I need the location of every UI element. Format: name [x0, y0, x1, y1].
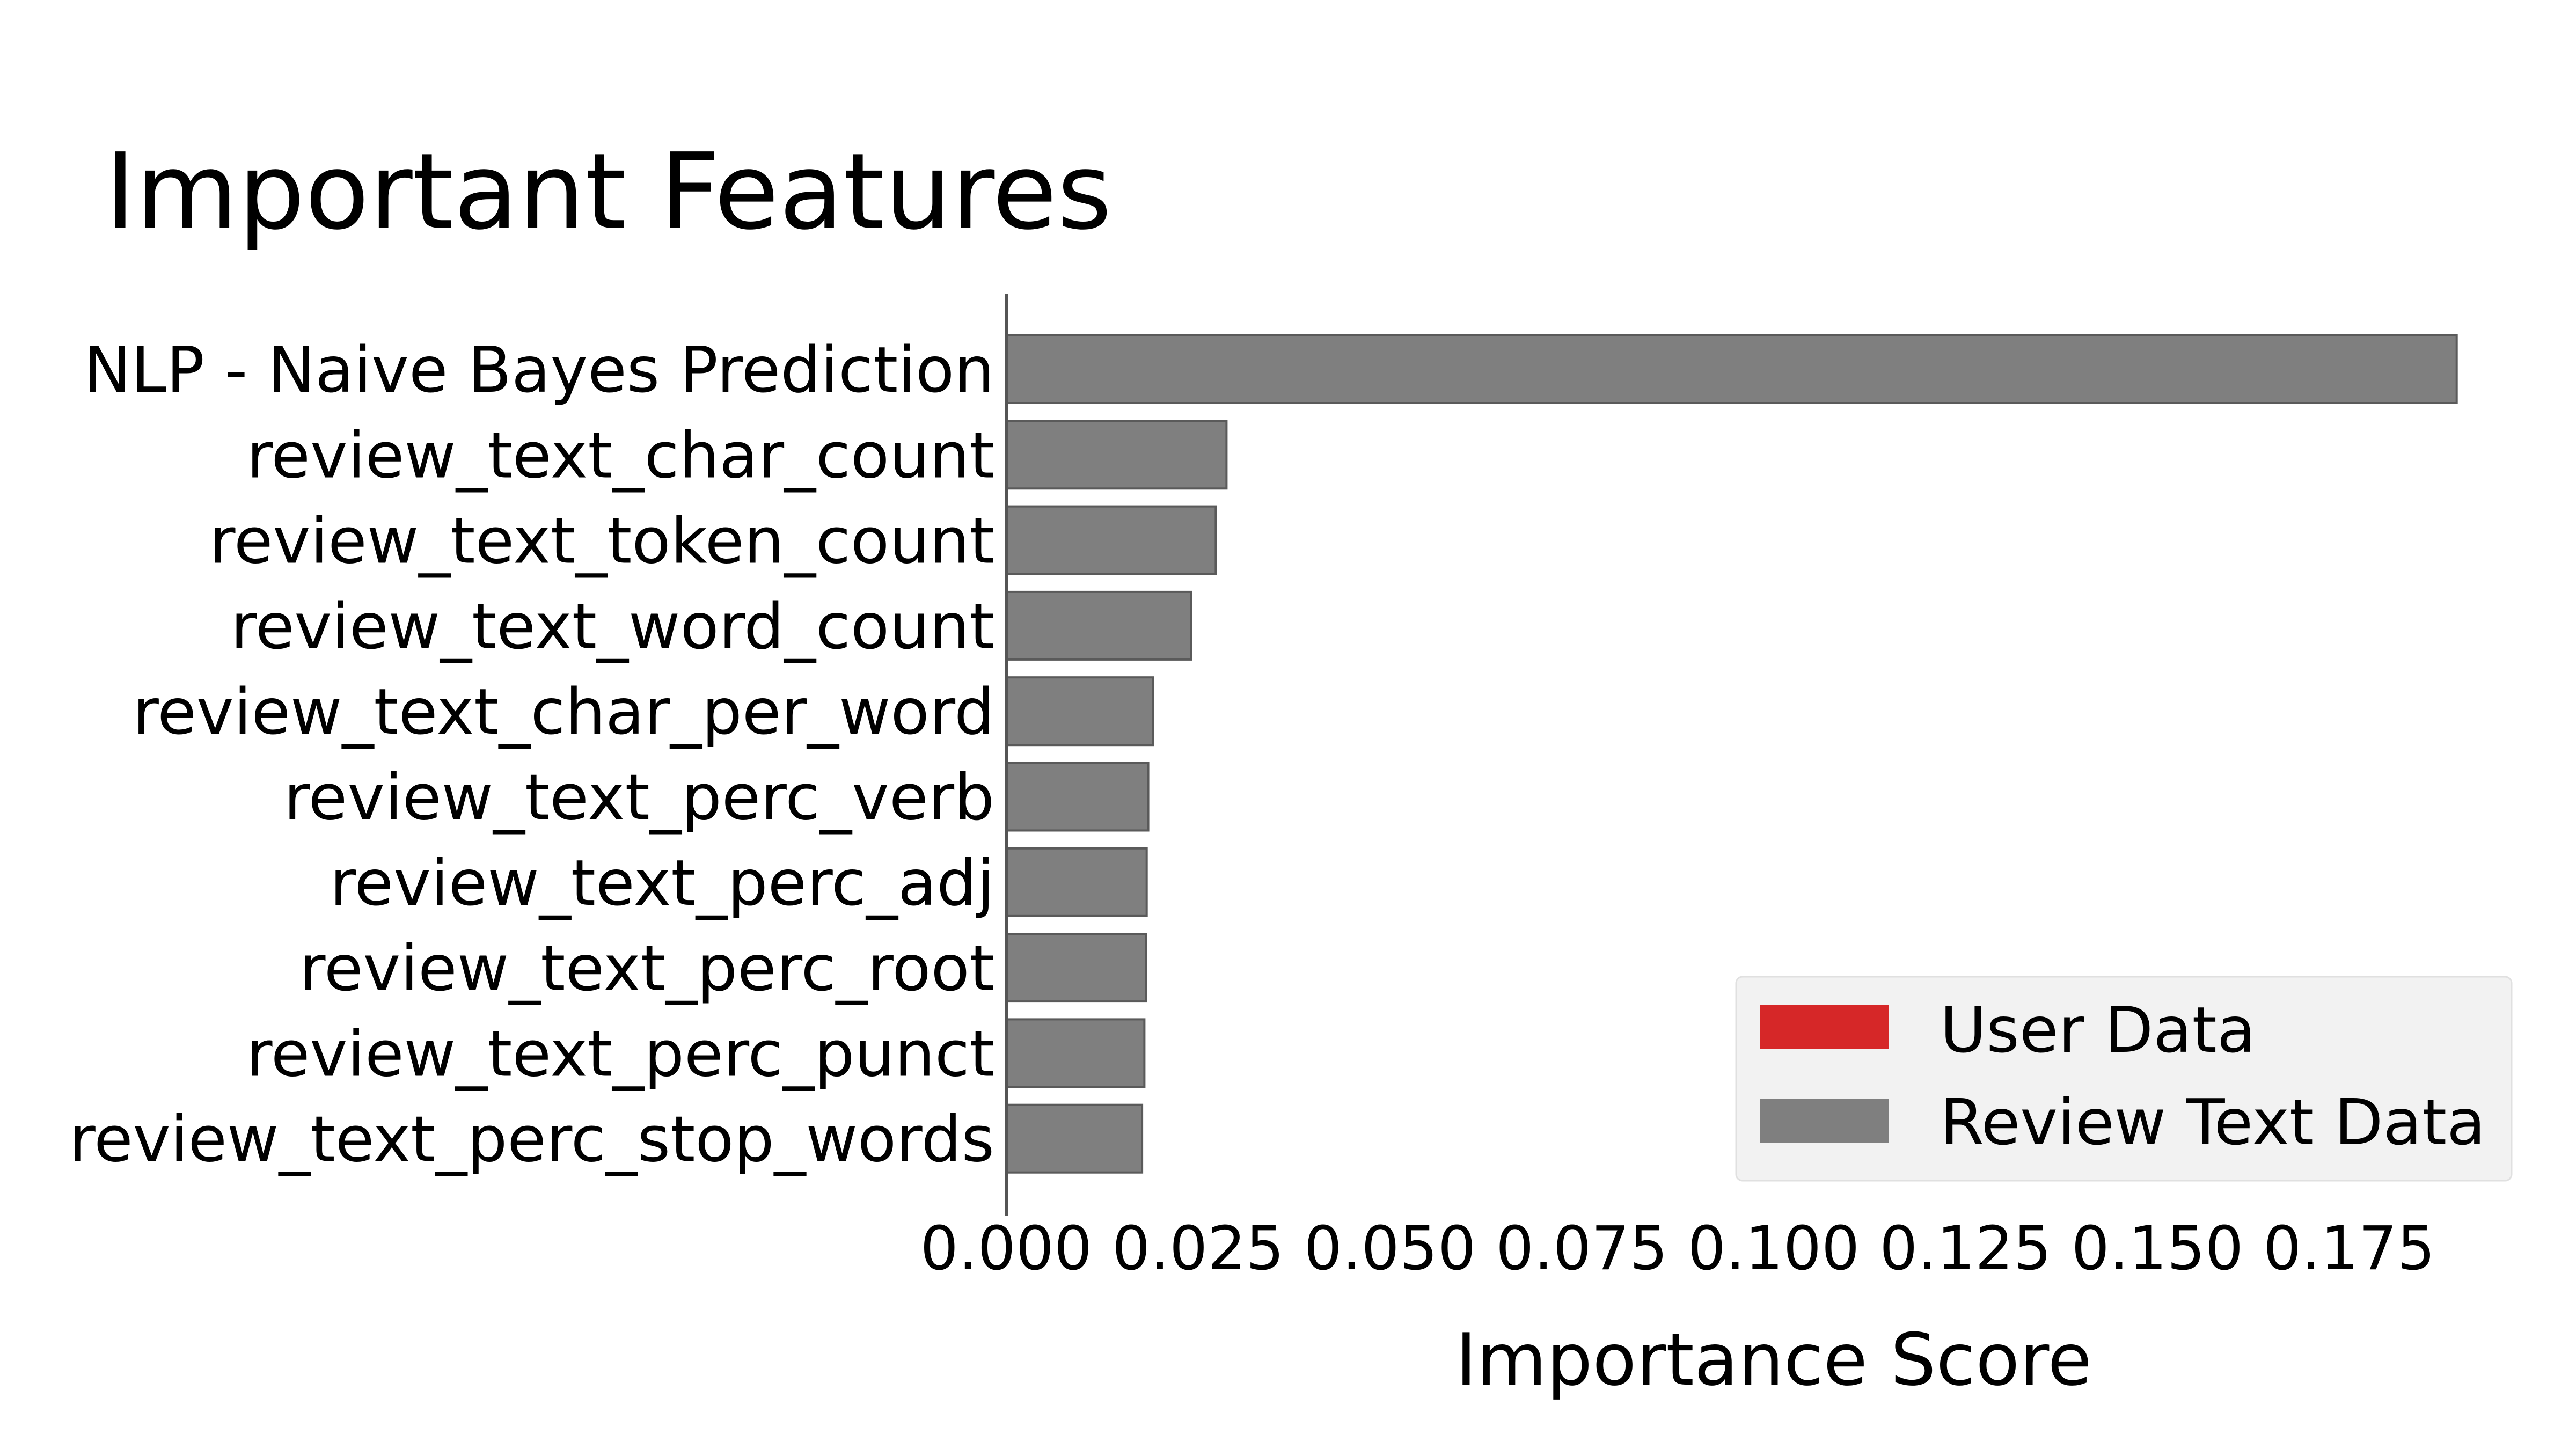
bar-review-text-char-per-word — [1005, 676, 1154, 747]
y-tick-label-review-text-token-count: review_text_token_count — [209, 504, 994, 578]
x-tick-label-6: 0.150 — [2072, 1214, 2244, 1284]
bar-review-text-word-count — [1005, 590, 1192, 661]
y-tick-label-review-text-perc-adj: review_text_perc_adj — [330, 846, 994, 920]
y-tick-label-review-text-word-count: review_text_word_count — [231, 589, 994, 663]
y-tick-label-review-text-perc-verb: review_text_perc_verb — [284, 760, 994, 835]
legend-label-user-data: User Data — [1940, 993, 2256, 1067]
bars — [1005, 334, 2458, 1174]
y-tick-label-review-text-perc-stop-words: review_text_perc_stop_words — [69, 1102, 994, 1176]
bar-review-text-perc-root — [1005, 933, 1147, 1003]
legend-box — [1735, 976, 2513, 1182]
bar-review-text-token-count — [1005, 505, 1217, 575]
bar-nlp-naive-bayes-prediction — [1005, 334, 2458, 404]
x-tick-label-1: 0.025 — [1112, 1214, 1284, 1284]
chart-title: Important Features — [105, 131, 1112, 253]
y-axis-labels: NLP - Naive Bayes Prediction review_text_… — [69, 333, 994, 1176]
bar-review-text-perc-stop-words — [1005, 1103, 1144, 1174]
x-tick-label-2: 0.050 — [1304, 1214, 1476, 1284]
x-tick-label-7: 0.175 — [2263, 1214, 2435, 1284]
y-tick-label-review-text-char-count: review_text_char_count — [246, 418, 994, 492]
x-tick-label-5: 0.125 — [1879, 1214, 2052, 1284]
bar-review-text-perc-adj — [1005, 847, 1148, 917]
legend-label-review-text-data: Review Text Data — [1940, 1085, 2485, 1159]
y-tick-label-review-text-perc-punct: review_text_perc_punct — [246, 1016, 994, 1091]
y-tick-label-review-text-char-per-word: review_text_char_per_word — [133, 675, 994, 749]
legend-swatch-user-data — [1760, 1005, 1889, 1049]
x-tick-label-4: 0.100 — [1688, 1214, 1860, 1284]
bar-review-text-perc-verb — [1005, 762, 1150, 832]
x-tick-label-0: 0.000 — [920, 1214, 1093, 1284]
x-axis-ticks: 0.000 0.025 0.050 0.075 0.100 0.125 0.150 0.175 — [920, 1214, 2435, 1284]
legend-swatch-review-text-data — [1760, 1099, 1889, 1143]
bar-review-text-perc-punct — [1005, 1018, 1146, 1088]
bar-review-text-char-count — [1005, 420, 1228, 490]
y-tick-label-review-text-perc-root: review_text_perc_root — [299, 931, 994, 1005]
y-tick-label-nlp-naive-bayes-prediction: NLP - Naive Bayes Prediction — [84, 333, 994, 407]
legend: User Data Review Text Data — [1735, 976, 2513, 1182]
x-tick-label-3: 0.075 — [1496, 1214, 1668, 1284]
x-axis-title: Importance Score — [1455, 1318, 2092, 1402]
